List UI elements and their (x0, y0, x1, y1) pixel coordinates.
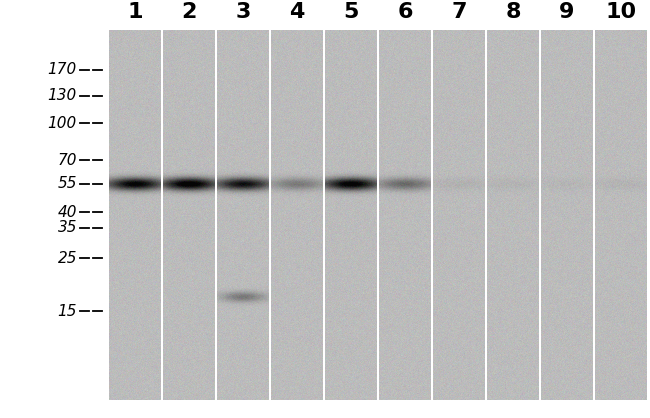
Text: 6: 6 (397, 2, 413, 22)
Text: 3: 3 (235, 2, 251, 22)
Text: 100: 100 (47, 116, 77, 131)
Text: 130: 130 (47, 88, 77, 103)
Text: 55: 55 (57, 176, 77, 191)
Text: 8: 8 (505, 2, 521, 22)
Text: 5: 5 (343, 2, 359, 22)
Text: 40: 40 (57, 205, 77, 220)
Text: 25: 25 (57, 251, 77, 266)
Text: 7: 7 (451, 2, 467, 22)
Text: 9: 9 (559, 2, 575, 22)
Text: 10: 10 (605, 2, 636, 22)
Text: 2: 2 (181, 2, 197, 22)
Text: 1: 1 (127, 2, 143, 22)
Text: 15: 15 (57, 304, 77, 319)
Text: 70: 70 (57, 153, 77, 168)
Text: 4: 4 (289, 2, 305, 22)
Text: 170: 170 (47, 62, 77, 77)
Text: 35: 35 (57, 220, 77, 235)
